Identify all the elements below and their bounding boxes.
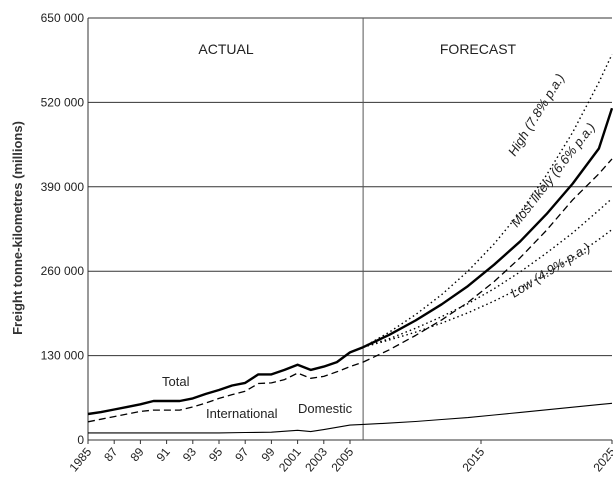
x-tick-label: 1985 bbox=[66, 445, 94, 475]
series-total bbox=[87, 346, 364, 416]
label-low: Low (4.9% p.a.) bbox=[508, 240, 593, 301]
series-domestic bbox=[88, 402, 613, 434]
x-tick-label: 2003 bbox=[302, 445, 330, 475]
y-tick-labels: 650 000 520 000 390 000 260 000 130 000 0 bbox=[41, 11, 85, 447]
label-total: Total bbox=[162, 374, 190, 389]
x-tick-label: 2015 bbox=[459, 445, 487, 475]
series-high-7-8-p-a bbox=[362, 54, 613, 348]
series-lines bbox=[87, 54, 613, 434]
x-tick-label: 2025 bbox=[590, 445, 613, 475]
x-tick-label: 89 bbox=[127, 445, 147, 464]
y-tick-label: 0 bbox=[77, 433, 84, 447]
x-tick-label: 95 bbox=[206, 445, 226, 464]
section-actual: ACTUAL bbox=[198, 41, 253, 57]
x-tick-label: 97 bbox=[232, 445, 252, 464]
x-tick-label: 2001 bbox=[276, 445, 304, 475]
y-tick-label: 520 000 bbox=[41, 95, 85, 109]
x-tick-label: 2005 bbox=[328, 445, 356, 475]
label-domestic: Domestic bbox=[298, 401, 353, 416]
series-low-4-9-p-a bbox=[362, 197, 613, 348]
x-tick-label: 99 bbox=[258, 445, 278, 464]
section-forecast: FORECAST bbox=[440, 41, 517, 57]
y-tick-label: 130 000 bbox=[41, 349, 85, 363]
label-high: High (7.8% p.a.) bbox=[505, 71, 568, 159]
y-tick-label: 650 000 bbox=[41, 11, 85, 25]
series-most-likely-6-6-p-a-dashed bbox=[362, 158, 613, 363]
series-international bbox=[87, 361, 364, 423]
label-international: International bbox=[206, 406, 278, 421]
x-tick-label: 91 bbox=[154, 445, 174, 464]
y-axis-label: Freight tonne-kilometres (millions) bbox=[10, 121, 25, 335]
x-tick-label: 93 bbox=[180, 445, 200, 464]
x-tick-label: 87 bbox=[101, 445, 121, 464]
y-tick-label: 260 000 bbox=[41, 264, 85, 278]
series-most-likely-6-6-p-a bbox=[362, 107, 613, 349]
series-low-4-9-p-a-dotted-lower bbox=[362, 229, 613, 348]
y-tick-label: 390 000 bbox=[41, 180, 85, 194]
